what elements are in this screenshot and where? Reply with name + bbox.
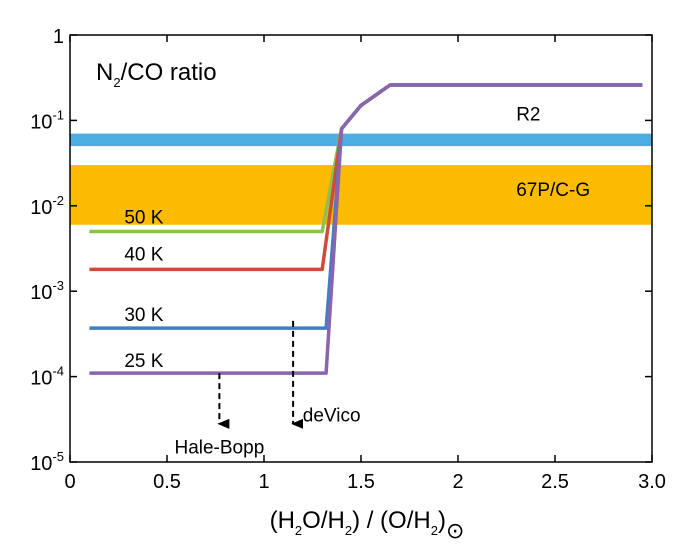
bands-layer xyxy=(70,133,652,225)
band-1 xyxy=(70,165,652,225)
series-label-1: 40 K xyxy=(124,244,163,265)
series-label-2: 30 K xyxy=(124,305,163,326)
x-tick-label-4: 2 xyxy=(452,471,463,493)
band-label-0: R2 xyxy=(516,104,540,125)
y-tick-label-2: 10-2 xyxy=(30,193,64,219)
x-axis-label: (H2O/H2) / (O/H2)⊙ xyxy=(270,507,465,543)
ticks-layer: 0 0.5 1 1.5 2 2.5 3.0 1 10-1 10-2 10-3 10-4 10-5 xyxy=(30,26,666,493)
x-tick-label-1: 0.5 xyxy=(153,471,181,493)
annotation-label-1: deVico xyxy=(303,405,361,426)
labels-layer: R2 67P/C-G 50 K 40 K 30 K 25 K Hale-Bopp deVico xyxy=(124,104,590,458)
annotation-label-0: Hale-Bopp xyxy=(174,438,264,459)
y-tick-label-0: 1 xyxy=(53,26,64,48)
band-label-1: 67P/C-G xyxy=(516,180,590,201)
y-tick-label-1: 10-1 xyxy=(30,107,64,133)
x-tick-label-6: 3.0 xyxy=(638,471,666,493)
x-tick-label-2: 1 xyxy=(258,471,269,493)
y-tick-label-5: 10-5 xyxy=(30,449,64,475)
series-label-0: 50 K xyxy=(124,208,163,229)
y-tick-label-4: 10-4 xyxy=(30,364,64,390)
series-line-3 xyxy=(89,83,643,375)
x-tick-label-0: 0 xyxy=(64,471,75,493)
y-tick-label-3: 10-3 xyxy=(30,278,64,304)
series-layer xyxy=(89,83,643,375)
x-tick-label-3: 1.5 xyxy=(347,471,375,493)
chart-title: N2/CO ratio xyxy=(96,59,217,90)
series-label-3: 25 K xyxy=(124,351,163,372)
annotations-layer xyxy=(217,320,304,429)
band-0 xyxy=(70,133,652,147)
x-tick-label-5: 2.5 xyxy=(541,471,569,493)
